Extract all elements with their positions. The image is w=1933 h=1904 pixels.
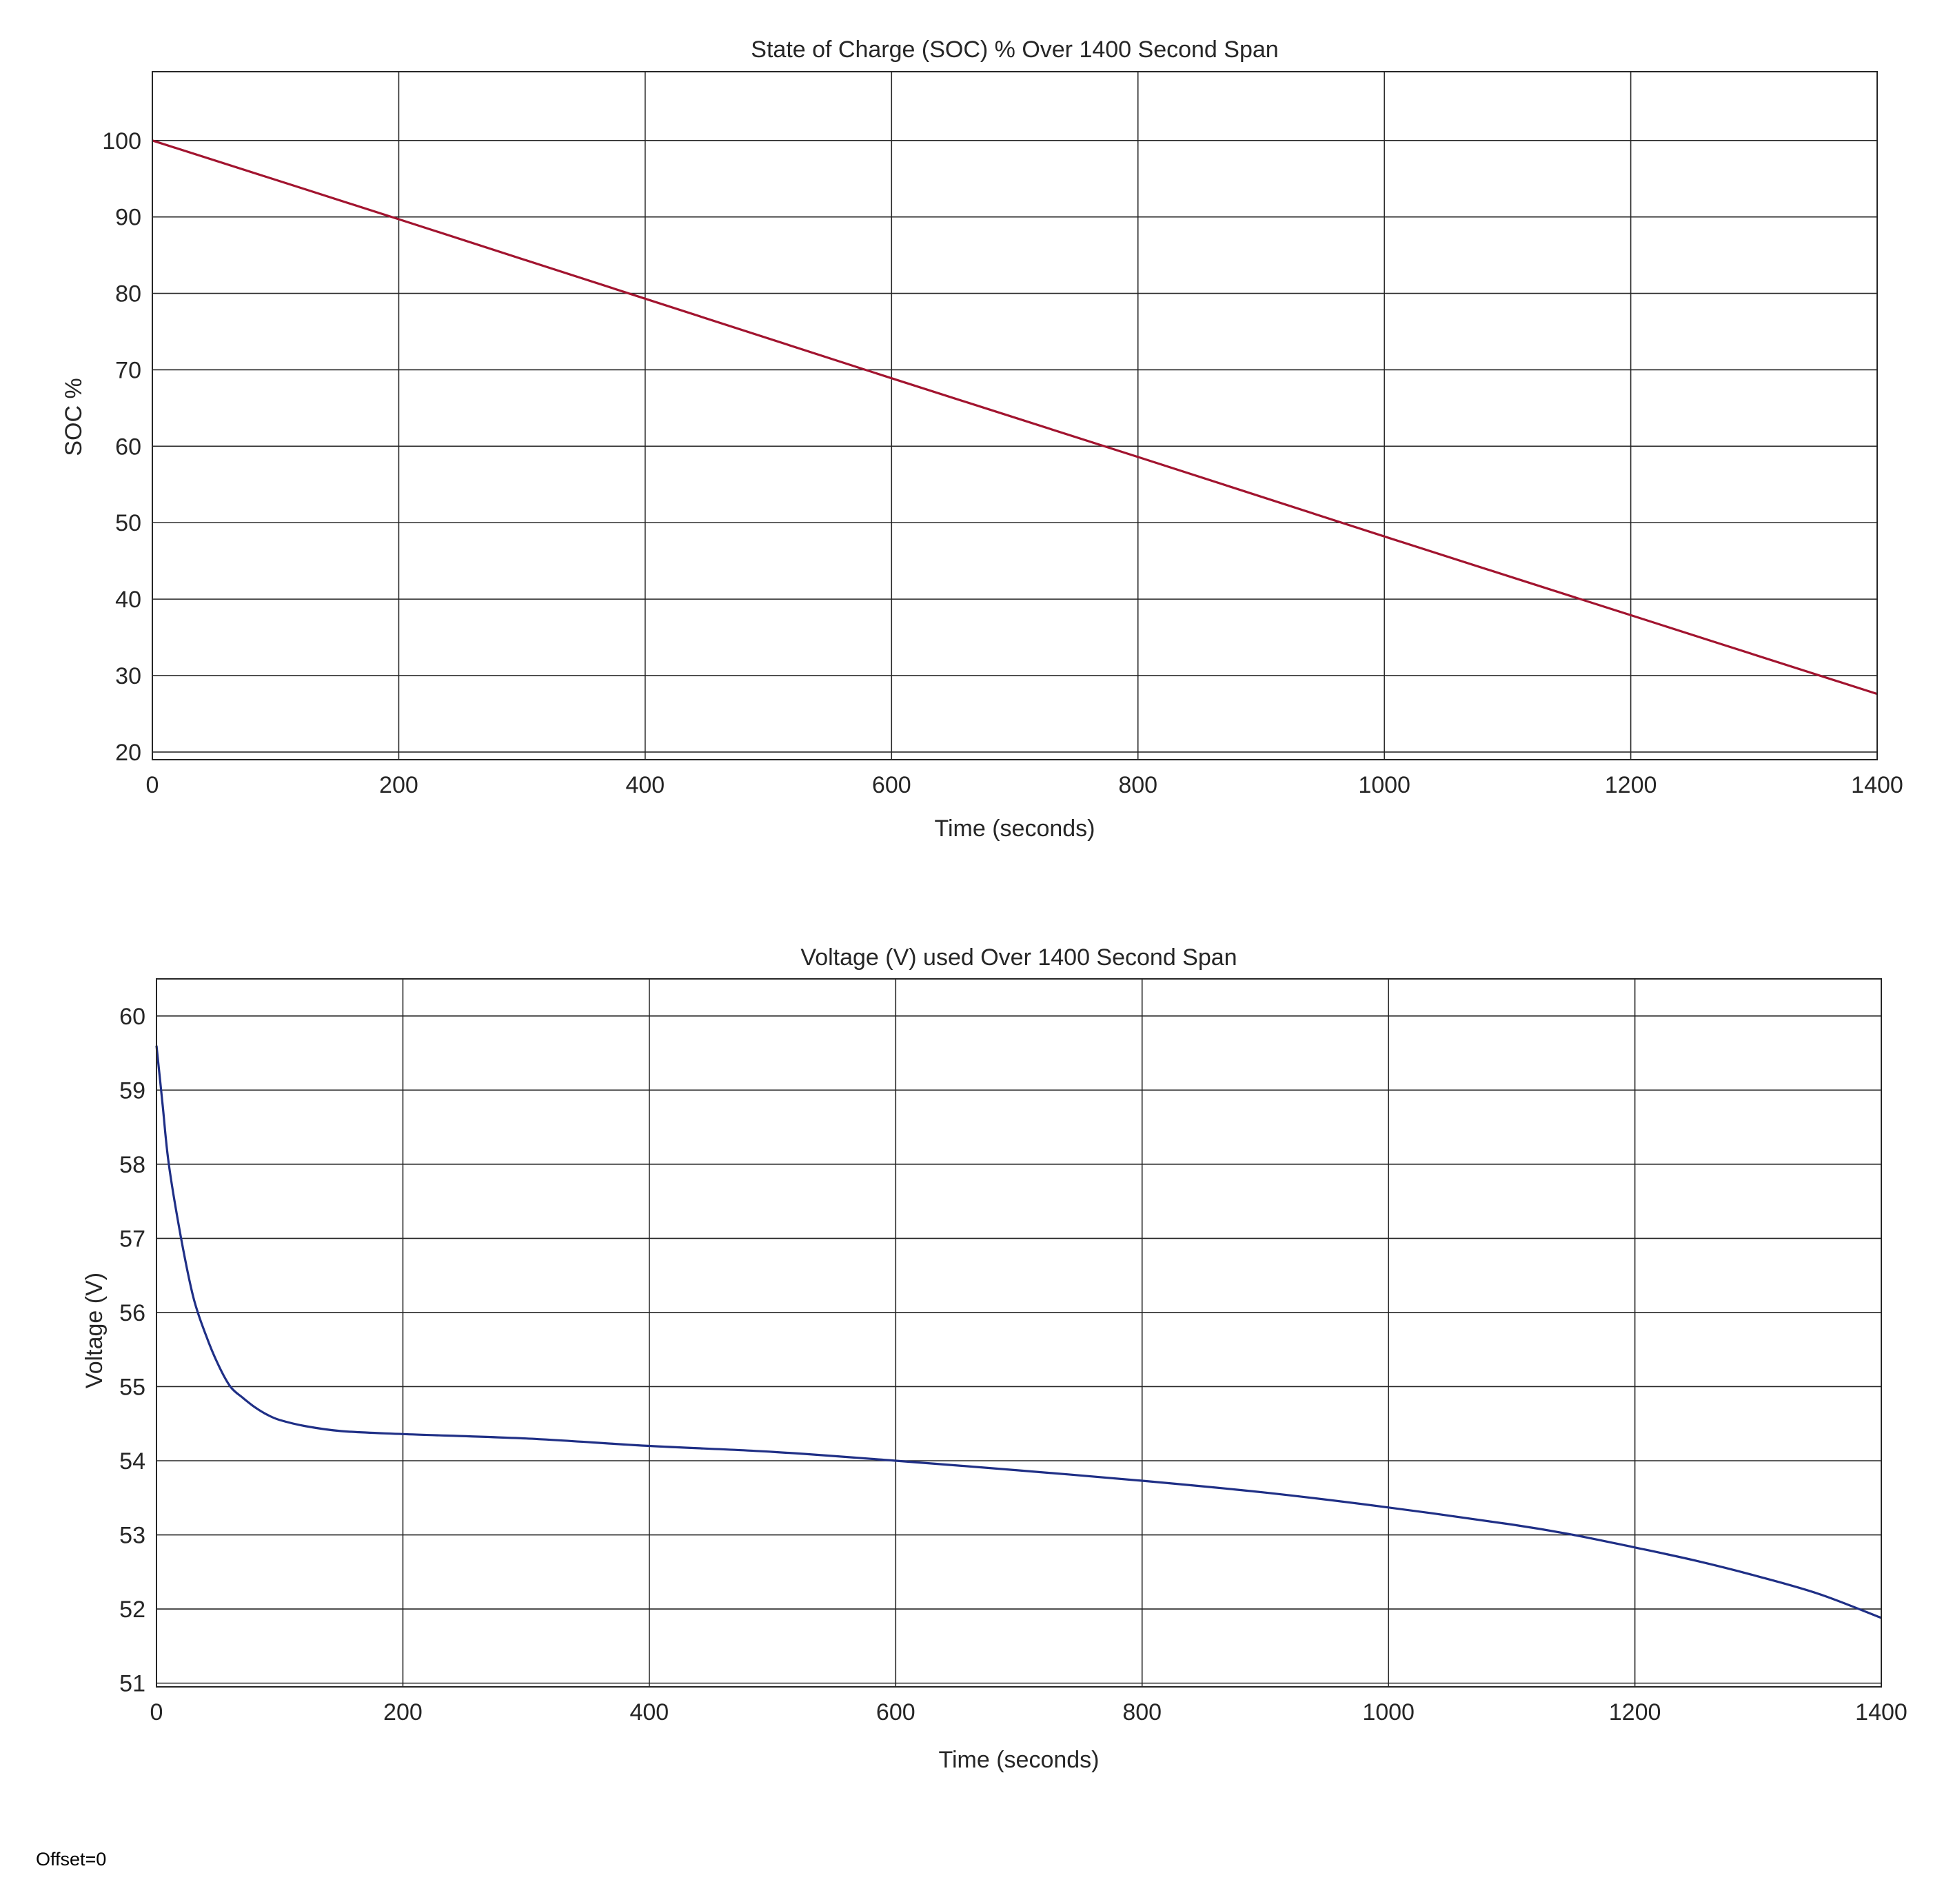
y-tick-label: 51 (119, 1671, 145, 1697)
x-tick-label: 0 (146, 772, 159, 798)
x-tick-label: 1000 (1362, 1699, 1415, 1725)
y-tick-label: 100 (102, 128, 141, 154)
series-lines (152, 139, 1878, 696)
series-line (152, 139, 1878, 696)
y-tick-label: 20 (115, 740, 141, 766)
x-tick-label: 0 (150, 1699, 163, 1725)
series-line (155, 1045, 1882, 1619)
x-tick-label: 200 (383, 1699, 423, 1725)
x-axis-label: Time (seconds) (938, 1747, 1099, 1773)
x-tick-label: 400 (629, 1699, 669, 1725)
y-tick-label: 52 (119, 1597, 145, 1623)
y-tick-label: 30 (115, 663, 141, 689)
axes-box (156, 978, 1882, 1688)
x-tick-label: 1400 (1855, 1699, 1907, 1725)
x-tick-label: 1400 (1851, 772, 1903, 798)
y-tick-label: 40 (115, 587, 141, 613)
x-tick-label: 1200 (1609, 1699, 1661, 1725)
y-tick-label: 70 (115, 357, 141, 383)
y-tick-labels: 20 30 40 50 60 70 80 90 100 (102, 128, 141, 766)
y-tick-label: 59 (119, 1077, 145, 1104)
chart-title: Voltage (V) used Over 1400 Second Span (800, 944, 1237, 971)
series-lines (155, 1045, 1882, 1619)
y-tick-label: 54 (119, 1448, 145, 1475)
x-tick-label: 800 (1118, 772, 1157, 798)
y-tick-labels: 51 52 53 54 55 56 57 58 59 60 (119, 1004, 145, 1697)
y-tick-label: 90 (115, 205, 141, 231)
y-tick-label: 57 (119, 1226, 145, 1252)
y-tick-label: 60 (115, 434, 141, 460)
y-tick-label: 80 (115, 281, 141, 307)
offset-note: Offset=0 (36, 1849, 107, 1870)
voltage-chart: Voltage (V) used Over 1400 Second Span 0… (81, 944, 1907, 1773)
y-tick-label: 53 (119, 1523, 145, 1549)
x-tick-label: 600 (876, 1699, 915, 1725)
chart-title: State of Charge (SOC) % Over 1400 Second… (751, 37, 1278, 63)
x-tick-label: 400 (625, 772, 665, 798)
y-tick-label: 58 (119, 1152, 145, 1178)
x-tick-label: 800 (1122, 1699, 1162, 1725)
y-tick-label: 56 (119, 1300, 145, 1326)
y-tick-label: 60 (119, 1004, 145, 1030)
x-tick-label: 200 (379, 772, 418, 798)
x-tick-labels: 0 200 400 600 800 1000 1200 1400 (150, 1699, 1907, 1725)
y-tick-label: 55 (119, 1374, 145, 1400)
axes-box (152, 71, 1878, 760)
x-tick-label: 1000 (1358, 772, 1410, 798)
y-tick-label: 50 (115, 510, 141, 536)
y-axis-label: SOC % (61, 378, 87, 456)
x-tick-label: 1200 (1605, 772, 1657, 798)
x-tick-label: 600 (872, 772, 911, 798)
soc-chart: State of Charge (SOC) % Over 1400 Second… (61, 37, 1903, 842)
y-axis-label: Voltage (V) (81, 1273, 108, 1388)
x-axis-label: Time (seconds) (934, 816, 1095, 842)
x-tick-labels: 0 200 400 600 800 1000 1200 1400 (146, 772, 1903, 798)
